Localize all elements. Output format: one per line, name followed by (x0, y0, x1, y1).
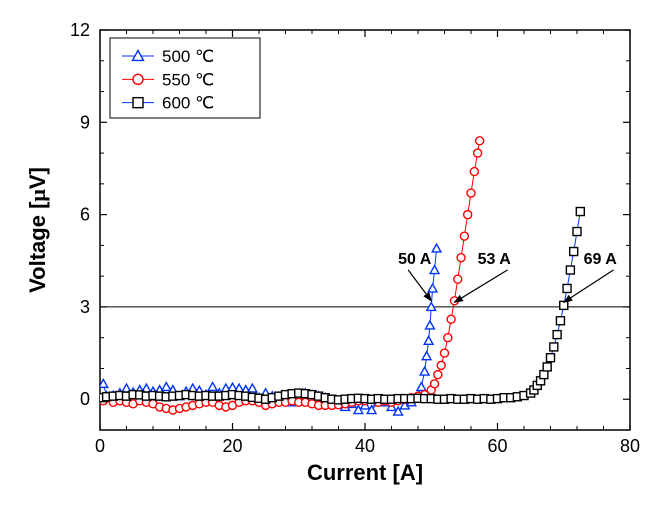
svg-text:60: 60 (487, 436, 507, 456)
svg-text:3: 3 (80, 297, 90, 317)
svg-text:0: 0 (95, 436, 105, 456)
svg-text:Current [A]: Current [A] (307, 460, 423, 485)
svg-text:9: 9 (80, 112, 90, 132)
svg-text:50 A: 50 A (398, 251, 432, 268)
svg-text:80: 80 (620, 436, 640, 456)
svg-text:69 A: 69 A (584, 251, 618, 268)
svg-text:20: 20 (222, 436, 242, 456)
svg-text:12: 12 (70, 20, 90, 40)
svg-text:600 ℃: 600 ℃ (162, 94, 214, 113)
iv-chart: 0 20 40 60 80 0 3 6 9 12 Current [A] Voltage [μV] 50… (0, 0, 665, 509)
svg-text:500 ℃: 500 ℃ (162, 47, 214, 66)
svg-text:40: 40 (355, 436, 375, 456)
svg-text:550 ℃: 550 ℃ (162, 70, 214, 89)
svg-text:53 A: 53 A (478, 251, 512, 268)
svg-text:6: 6 (80, 205, 90, 225)
svg-text:0: 0 (80, 389, 90, 409)
chart-svg: 0 20 40 60 80 0 3 6 9 12 Current [A] Voltage [μV] 50… (0, 0, 665, 509)
svg-text:Voltage [μV]: Voltage [μV] (25, 167, 50, 293)
